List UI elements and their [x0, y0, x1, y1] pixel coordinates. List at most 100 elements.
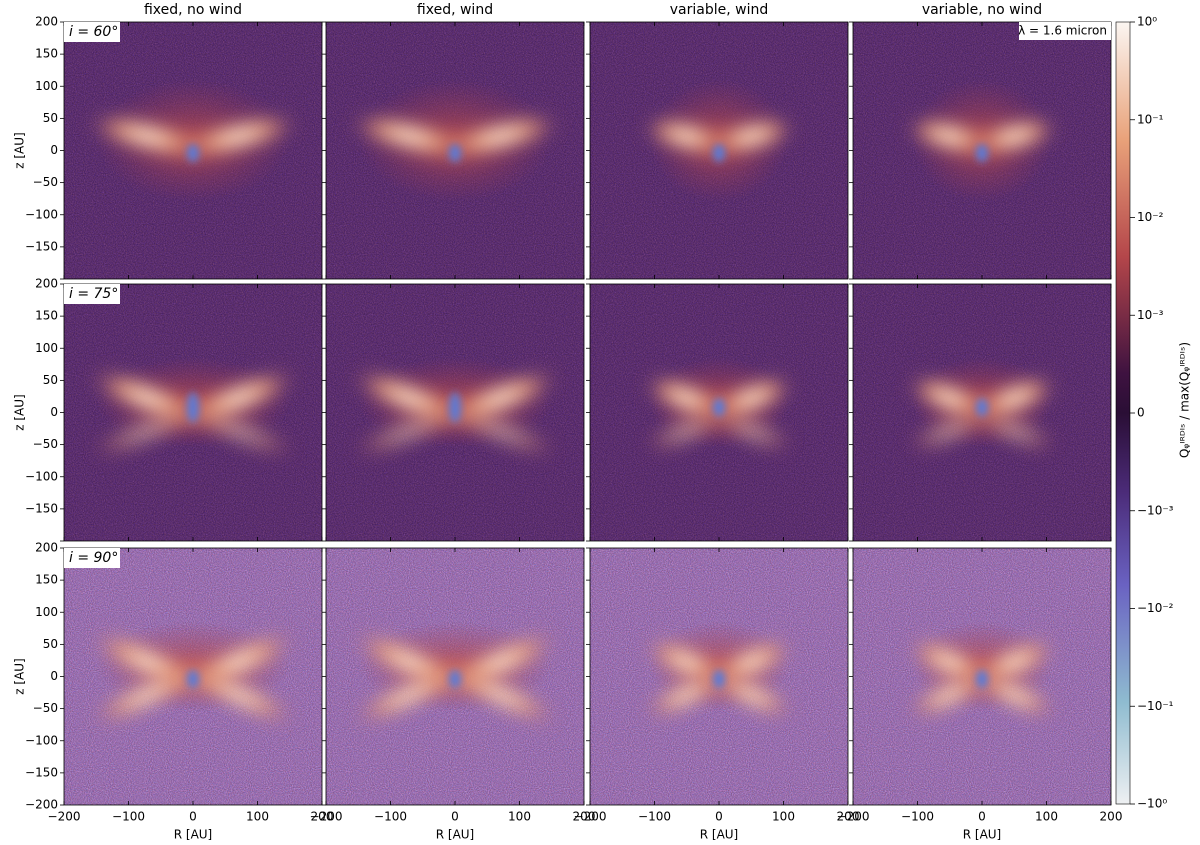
wing — [908, 410, 991, 451]
y-tick-label: −100 — [25, 207, 58, 221]
x-axis-label: R [AU] — [963, 828, 1002, 842]
y-tick-label: −150 — [25, 239, 58, 253]
colorbar-tick-label: 10⁻³ — [1137, 308, 1164, 322]
wing — [908, 376, 991, 421]
wing — [646, 672, 727, 717]
x-tick-label: −100 — [901, 810, 934, 824]
y-tick-label: 50 — [43, 111, 58, 125]
y-tick-label: 200 — [35, 15, 58, 29]
x-tick-label: 0 — [451, 810, 459, 824]
colorbar — [1115, 21, 1131, 805]
center — [187, 391, 199, 423]
x-tick-label: −200 — [48, 810, 81, 824]
y-tick-label: 200 — [35, 277, 58, 291]
x-tick-label: 200 — [837, 810, 860, 824]
colorbar-tick-label: 10⁻¹ — [1137, 112, 1164, 126]
panel — [326, 22, 584, 279]
x-tick-label: −200 — [574, 810, 607, 824]
colorbar-tick-label: −10⁻³ — [1137, 503, 1174, 517]
y-tick-label: 150 — [35, 573, 58, 587]
y-tick-label: −200 — [25, 798, 58, 812]
wing — [443, 404, 558, 457]
colorbar-tick-label: 10⁻² — [1137, 210, 1164, 224]
x-tick-label: 0 — [189, 810, 197, 824]
y-tick-label: −50 — [33, 437, 58, 451]
wing — [971, 117, 1058, 155]
y-tick-label: −100 — [25, 733, 58, 747]
colorbar-tick-label: −10⁻¹ — [1137, 699, 1174, 713]
panel — [590, 22, 848, 279]
x-axis-label: R [AU] — [174, 828, 213, 842]
wing — [710, 376, 793, 421]
center — [449, 391, 461, 423]
center — [976, 144, 988, 163]
annotation: λ = 1.6 micron — [1018, 24, 1107, 38]
colorbar-tick-label: −10⁻² — [1137, 601, 1174, 615]
x-axis-label: R [AU] — [700, 828, 739, 842]
panel — [590, 548, 848, 805]
x-tick-label: 200 — [573, 810, 596, 824]
x-tick-label: 200 — [1100, 810, 1123, 824]
x-tick-label: 100 — [246, 810, 269, 824]
panel — [64, 22, 322, 279]
x-tick-label: −200 — [310, 810, 343, 824]
row-label: i = 90° — [69, 550, 118, 566]
y-tick-label: 100 — [35, 605, 58, 619]
panel — [64, 548, 322, 805]
x-tick-label: −200 — [837, 810, 870, 824]
label-box — [64, 284, 120, 304]
wing — [974, 672, 1055, 717]
x-tick-label: 200 — [311, 810, 334, 824]
y-axis-label: z [AU] — [13, 394, 27, 430]
y-tick-label: 0 — [50, 405, 58, 419]
column-title: variable, wind — [670, 2, 768, 18]
x-tick-label: −100 — [374, 810, 407, 824]
column-title: variable, no wind — [922, 2, 1042, 18]
panel — [326, 548, 584, 805]
column-title: fixed, wind — [417, 2, 493, 18]
wing — [352, 404, 467, 457]
wing — [354, 666, 466, 723]
y-tick-label: 50 — [43, 637, 58, 651]
y-tick-label: −150 — [25, 765, 58, 779]
wing — [350, 115, 470, 158]
wing — [178, 115, 298, 158]
y-tick-label: 0 — [50, 669, 58, 683]
wing — [90, 404, 205, 457]
wing — [711, 672, 792, 717]
y-tick-label: 100 — [35, 79, 58, 93]
wing — [643, 117, 730, 155]
y-tick-label: 150 — [35, 47, 58, 61]
panel — [853, 548, 1111, 805]
center — [187, 670, 199, 689]
wing — [92, 666, 204, 723]
wing — [645, 410, 728, 451]
wing — [909, 672, 990, 717]
label-box — [64, 22, 120, 42]
wing — [645, 376, 728, 421]
x-tick-label: −100 — [638, 810, 671, 824]
y-axis-label: z [AU] — [13, 658, 27, 694]
y-tick-label: 150 — [35, 309, 58, 323]
colorbar-tick-label: 10⁰ — [1137, 15, 1157, 29]
center — [187, 144, 199, 163]
y-tick-label: −100 — [25, 469, 58, 483]
x-tick-label: 100 — [772, 810, 795, 824]
center — [713, 398, 725, 417]
center — [449, 670, 461, 689]
y-tick-label: 100 — [35, 341, 58, 355]
panel — [326, 284, 584, 541]
x-tick-label: 100 — [1035, 810, 1058, 824]
colorbar-label: Qᵩᴵᴿᴰᴵˢ / max(Qᵩᴵᴿᴰᴵˢ) — [1178, 342, 1192, 458]
label-box — [64, 548, 120, 568]
x-tick-label: −100 — [112, 810, 145, 824]
wing — [973, 376, 1056, 421]
wing — [906, 117, 993, 155]
column-title: fixed, no wind — [144, 2, 242, 18]
y-tick-label: −50 — [33, 701, 58, 715]
y-tick-label: −50 — [33, 175, 58, 189]
x-tick-label: 0 — [978, 810, 986, 824]
y-tick-label: 50 — [43, 373, 58, 387]
colorbar-tick-label: −10⁰ — [1137, 797, 1167, 811]
x-tick-label: 0 — [715, 810, 723, 824]
